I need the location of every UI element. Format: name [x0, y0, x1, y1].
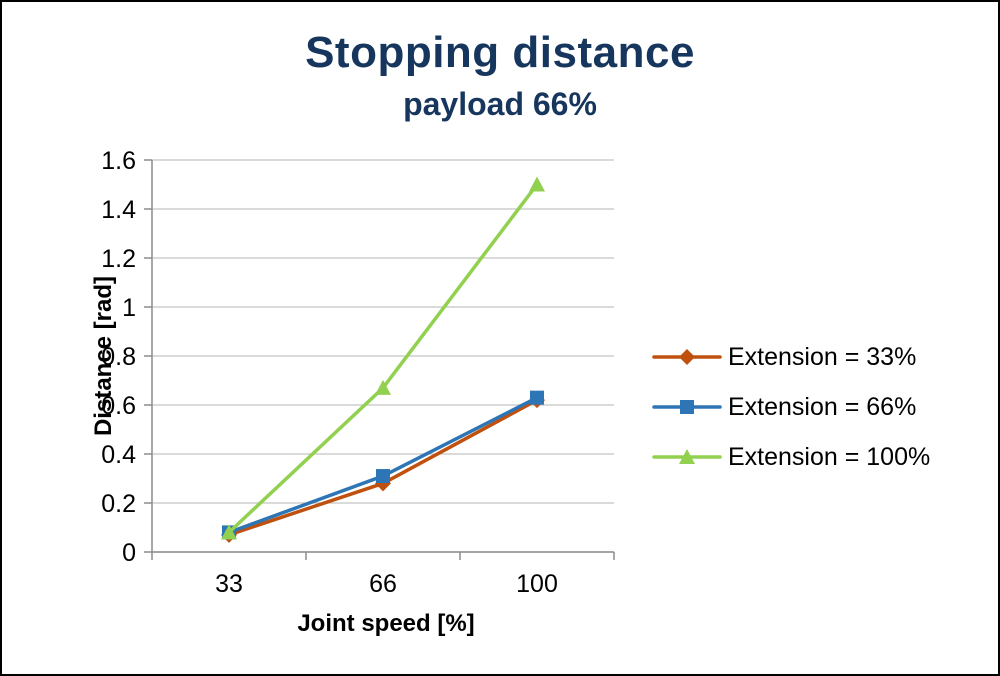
- svg-text:1.6: 1.6: [101, 147, 136, 175]
- legend-label: Extension = 33%: [728, 342, 917, 371]
- svg-text:1.4: 1.4: [101, 196, 136, 224]
- legend-line-sample-triangle-icon: [652, 449, 722, 464]
- svg-text:1.2: 1.2: [101, 245, 136, 273]
- chart-subtitle: payload 66%: [403, 86, 597, 122]
- svg-text:0.8: 0.8: [101, 343, 136, 371]
- y-axis-title: Distance [rad]: [90, 275, 117, 437]
- legend-label: Extension = 66%: [728, 392, 917, 421]
- svg-text:100: 100: [516, 570, 558, 598]
- legend-line-sample-square-icon: [652, 400, 722, 414]
- svg-text:1: 1: [122, 294, 136, 322]
- chart-title: Stopping distance: [305, 28, 695, 77]
- svg-text:0: 0: [122, 539, 136, 567]
- x-axis-title: Joint speed [%]: [297, 610, 475, 637]
- legend-line-sample-diamond-icon: [652, 349, 722, 365]
- legend-item-extension-66: Extension = 66%: [652, 390, 930, 424]
- svg-text:33: 33: [215, 570, 243, 598]
- legend: Extension = 33% Extension = 66% Extensio…: [652, 340, 930, 490]
- svg-text:0.4: 0.4: [101, 441, 136, 469]
- legend-item-extension-33: Extension = 33%: [652, 340, 930, 374]
- svg-text:0.2: 0.2: [101, 490, 136, 518]
- legend-item-extension-100: Extension = 100%: [652, 440, 930, 474]
- svg-text:66: 66: [369, 570, 397, 598]
- svg-text:0.6: 0.6: [101, 392, 136, 420]
- legend-label: Extension = 100%: [728, 442, 931, 471]
